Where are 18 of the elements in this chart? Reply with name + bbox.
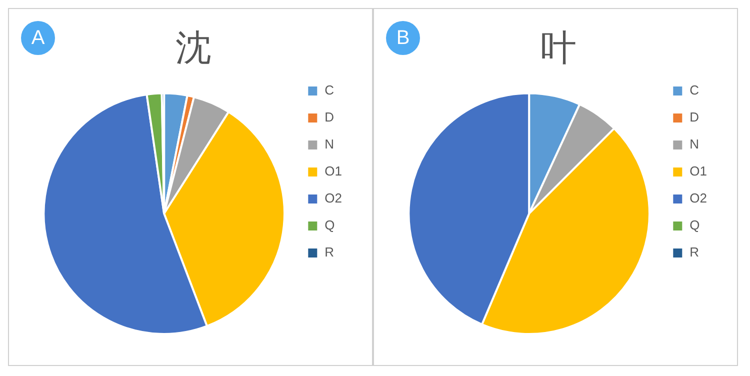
legend-label: N (324, 136, 334, 152)
legend-label: O2 (324, 190, 342, 206)
legend-label: D (324, 110, 334, 125)
legend-label: O1 (324, 164, 342, 179)
text: B (386, 21, 420, 55)
legend-label: Q (690, 218, 700, 233)
chart-title: 沈 (176, 28, 212, 69)
legend-label: D (690, 110, 700, 125)
legend-label: C (690, 82, 700, 98)
legend-label: O2 (690, 190, 707, 206)
legend-label: O1 (690, 164, 707, 179)
text: A (21, 21, 55, 55)
legend-label: C (324, 82, 334, 98)
legend-label: R (324, 244, 334, 260)
chart-title: 叶 (540, 28, 576, 69)
legend-label: N (690, 136, 700, 152)
legend-label: R (690, 244, 700, 260)
legend-label: Q (324, 218, 335, 233)
